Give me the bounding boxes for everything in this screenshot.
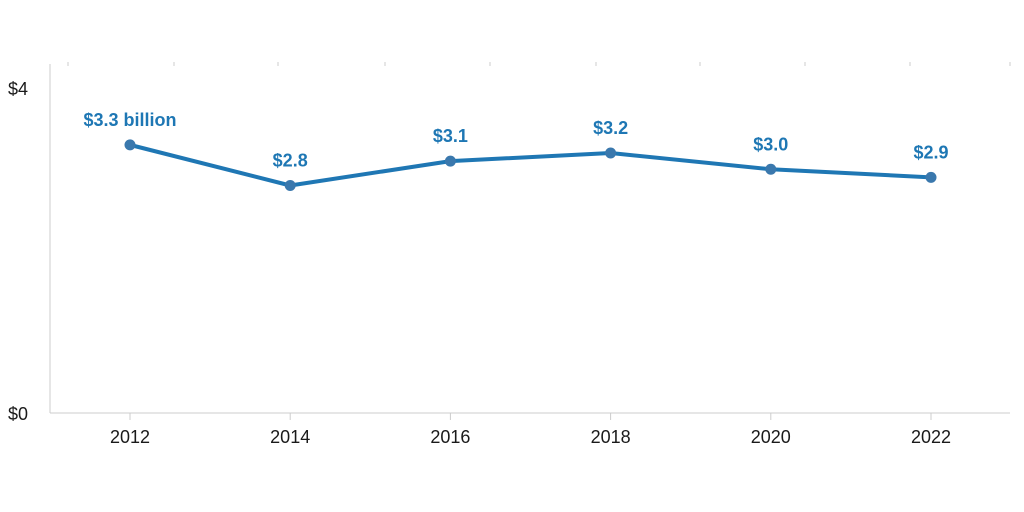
data-label: $3.1: [433, 126, 468, 146]
data-label: $2.8: [273, 151, 308, 171]
y-axis-ticks: $0 $4: [8, 79, 28, 424]
series-line: [124, 139, 937, 191]
data-point: [765, 163, 777, 175]
y-tick-label: $0: [8, 404, 28, 424]
data-label: $3.0: [753, 134, 788, 154]
data-point: [124, 139, 136, 151]
x-axis-ticks: 2012 2014 2016 2018 2020 2022: [110, 413, 951, 447]
x-tick-label: 2014: [270, 427, 310, 447]
series-path: [128, 142, 933, 188]
x-tick-label: 2018: [591, 427, 631, 447]
x-tick-label: 2020: [751, 427, 791, 447]
axes: [49, 62, 1011, 414]
data-label: $3.3 billion: [83, 110, 176, 130]
data-labels: $3.3 billion $2.8 $3.1 $3.2 $3.0 $2.9: [83, 110, 948, 171]
y-tick-label: $4: [8, 79, 28, 99]
data-point: [284, 180, 296, 191]
data-label: $2.9: [913, 142, 948, 162]
x-tick-label: 2022: [911, 427, 951, 447]
data-point: [605, 147, 617, 159]
data-point: [925, 171, 937, 183]
data-point: [444, 155, 456, 167]
data-label: $3.2: [593, 118, 628, 138]
x-tick-label: 2016: [430, 427, 470, 447]
x-tick-label: 2012: [110, 427, 150, 447]
